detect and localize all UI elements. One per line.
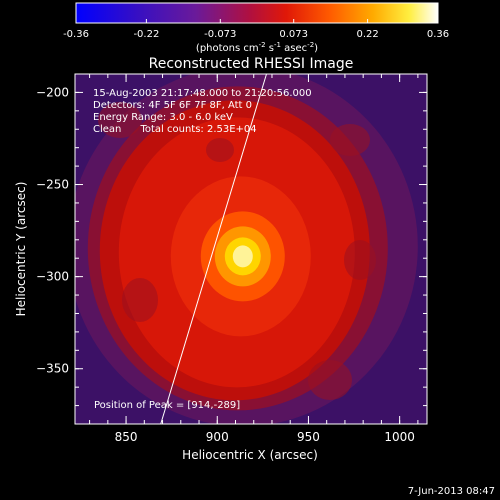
plot-frame [74, 73, 428, 425]
chart-title: Reconstructed RHESSI Image [149, 56, 354, 72]
axis-ticks: 850 900 950 1000 −200 −250 −300 −350 [36, 73, 427, 444]
annotation-counts: Clean Total counts: 2.53E+04 [93, 124, 257, 135]
footer-timestamp: 7-Jun-2013 08:47 [408, 486, 495, 497]
emission-patch [308, 360, 352, 400]
emission-patch [344, 240, 376, 280]
peak-position-label: Position of Peak = [914,-289] [94, 400, 240, 411]
annotation-time: 15-Aug-2003 21:17:48.000 to 21:20:56.000 [93, 88, 312, 99]
x-tick-label: 900 [206, 430, 229, 444]
colorbar-tick-label: -0.073 [204, 29, 236, 40]
colorbar-tick-label: -0.22 [133, 29, 159, 40]
colorbar-units: (photons cm-2 s-1 asec-2) [196, 41, 318, 54]
y-tick-label: −350 [36, 362, 69, 376]
colorbar-tick-label: 0.22 [356, 29, 378, 40]
colorbar-tick-label: 0.36 [427, 29, 449, 40]
annotation-energy: Energy Range: 3.0 - 6.0 keV [93, 112, 233, 123]
heatmap-image [75, 74, 427, 424]
emission-patch [122, 278, 158, 322]
x-tick-label: 850 [115, 430, 138, 444]
annotation-detectors: Detectors: 4F 5F 6F 7F 8F, Att 0 [93, 100, 252, 111]
colorbar-tick-label: -0.36 [63, 29, 89, 40]
x-tick-label: 950 [297, 430, 320, 444]
emission-patch [206, 138, 234, 162]
y-tick-label: −300 [36, 270, 69, 284]
y-axis-label: Heliocentric Y (arcsec) [14, 182, 28, 317]
y-tick-label: −250 [36, 178, 69, 192]
emission-contour [232, 245, 253, 268]
colorbar [75, 2, 439, 24]
emission-region [75, 74, 418, 424]
solar-limb-line [160, 74, 267, 424]
colorbar-tick-label: 0.073 [279, 29, 308, 40]
emission-patch [98, 102, 142, 138]
x-axis-label: Heliocentric X (arcsec) [182, 448, 318, 462]
emission-patch [330, 124, 370, 156]
y-tick-label: −200 [36, 85, 69, 99]
x-tick-label: 1000 [384, 430, 415, 444]
colorbar-ticks: -0.36 -0.22 -0.073 0.073 0.22 0.36 [63, 19, 449, 40]
